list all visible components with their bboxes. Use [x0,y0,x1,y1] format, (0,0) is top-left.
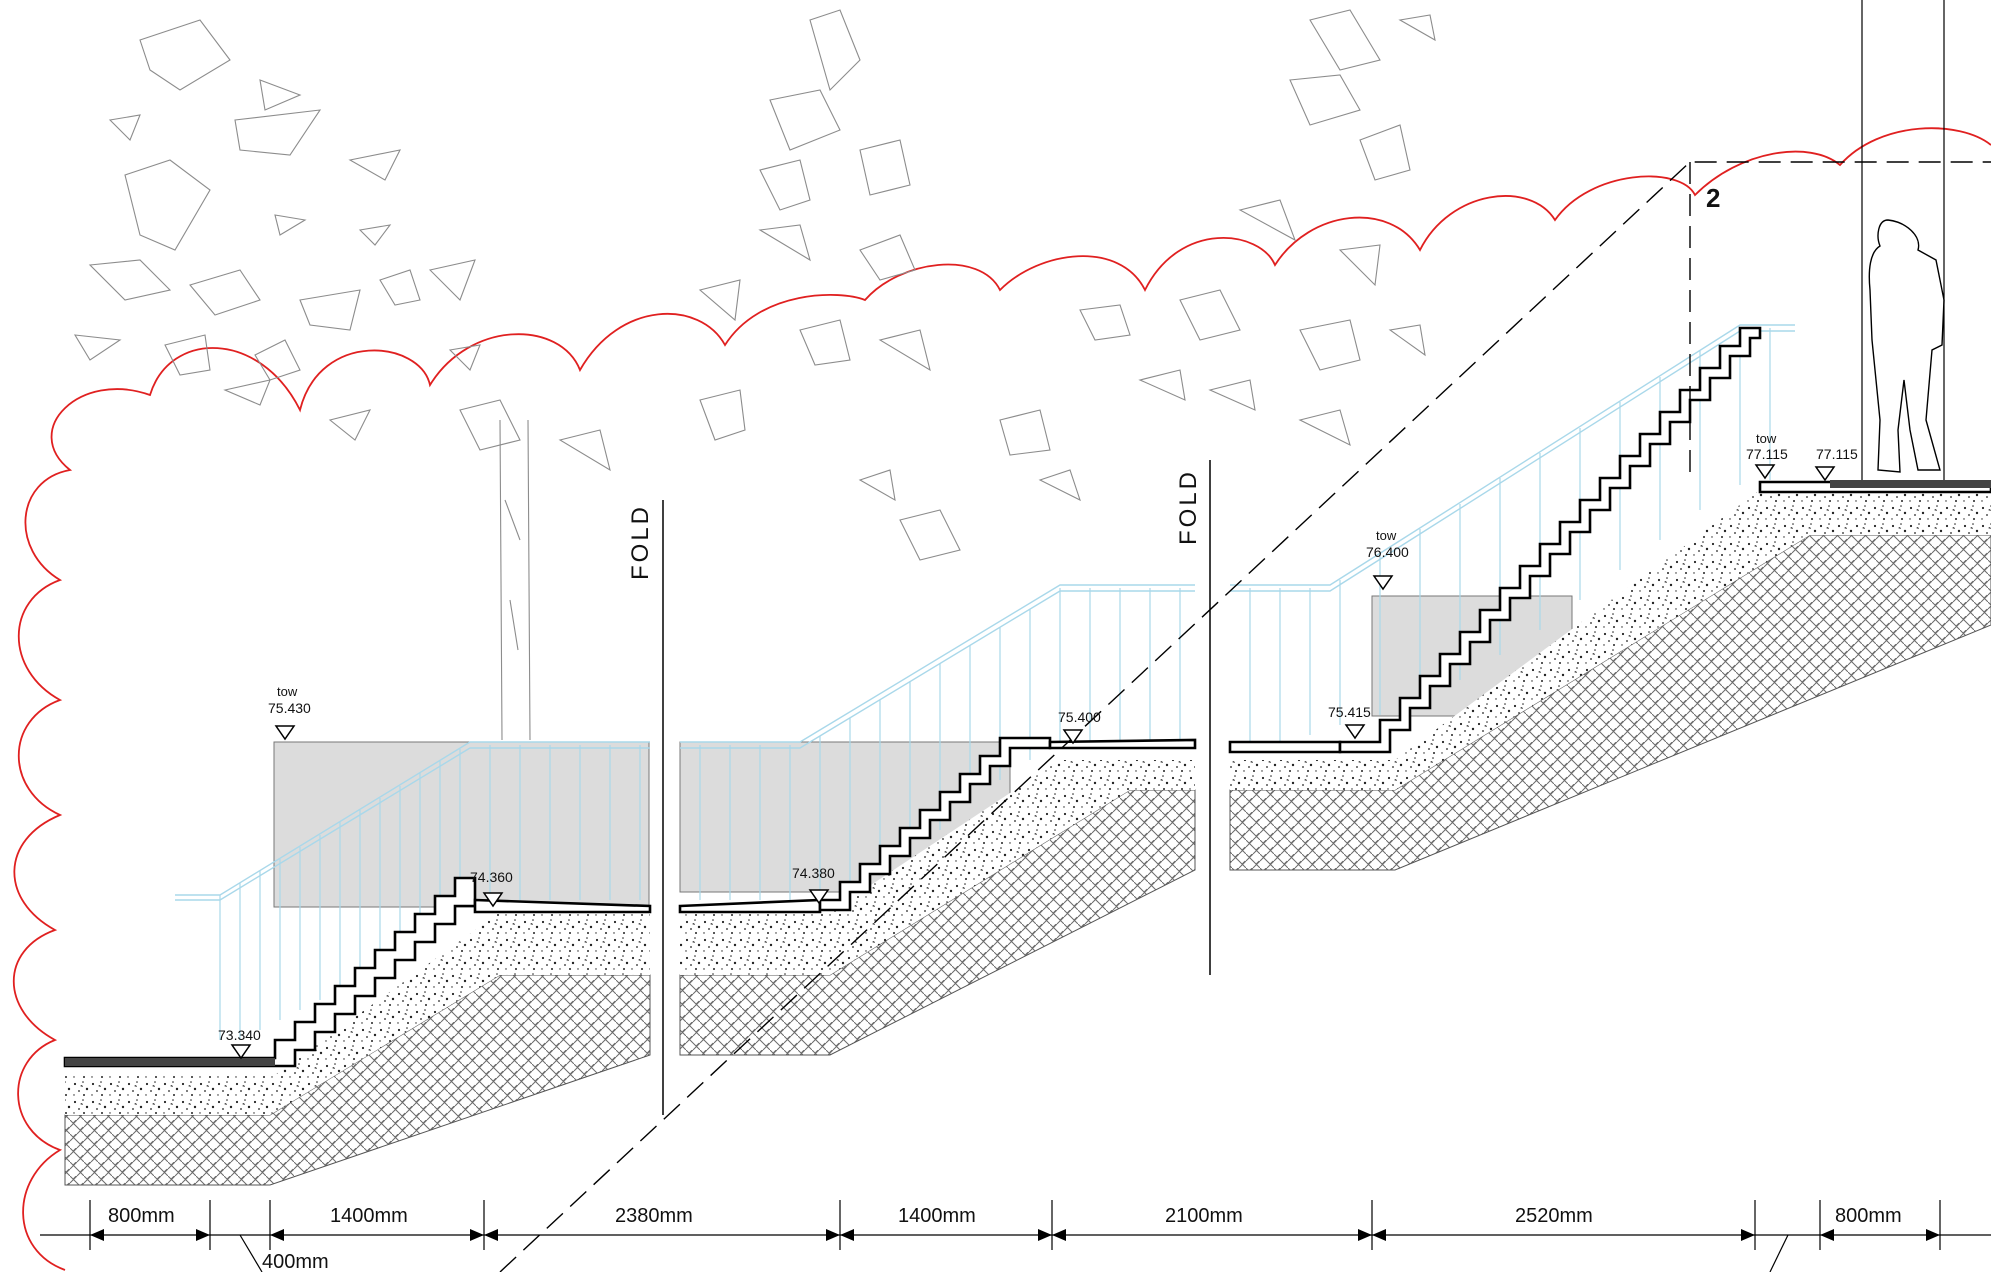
svg-text:76.400: 76.400 [1366,544,1409,560]
svg-text:tow: tow [1756,431,1777,446]
svg-text:73.340: 73.340 [218,1027,261,1043]
svg-text:74.380: 74.380 [792,865,835,881]
landing-middle-start [678,898,822,914]
dimension-3: 2380mm [615,1205,693,1227]
paving-top [1830,480,1991,488]
elevation-marker-2: tow 75.430 [268,684,311,741]
section-marker: 2 [1706,183,1720,213]
railing-lower [175,741,650,1040]
gravel-bed-middle [680,760,1195,975]
railing-upper [1230,324,1795,745]
paving-bottom [65,1058,275,1066]
svg-text:75.430: 75.430 [268,700,311,716]
fold-label-2: FOLD [1175,469,1202,545]
revision-cloud [12,127,1991,1271]
svg-text:77.115: 77.115 [1746,446,1788,462]
elevation-marker-5: 75.400 [1058,709,1101,745]
elevation-marker-8: tow 77.115 [1746,431,1788,480]
elevation-marker-6: 75.415 [1328,704,1371,740]
dimension-1: 800mm [108,1205,175,1227]
tree-center [698,9,1186,561]
dimension-4: 1400mm [898,1205,976,1227]
svg-text:75.415: 75.415 [1328,704,1371,720]
elevation-marker-1: 73.340 [218,1027,261,1060]
elevation-marker-4: 74.380 [792,865,835,905]
svg-text:tow: tow [1376,528,1397,543]
subgrade-middle [679,789,1196,1056]
railing-middle [680,584,1195,900]
dimension-6: 2520mm [1515,1205,1593,1227]
tree-left-trunk [499,419,531,741]
subgrade-upper [1229,534,1991,871]
dimension-8: 400mm [262,1251,329,1272]
dimension-7: 800mm [1835,1205,1902,1227]
gravel-bed-upper [1230,490,1991,790]
person-silhouette [1868,219,1945,473]
tree-right [1179,9,1436,447]
svg-text:75.400: 75.400 [1058,709,1101,725]
elevation-marker-7: tow 76.400 [1366,528,1409,591]
section-cut-line [499,161,1991,1272]
gravel-bed-lower [65,912,650,1115]
landing-lower [473,898,652,914]
stair-flight-upper [1338,326,1762,754]
fold-label-1: FOLD [627,504,654,580]
stair-flight-lower [63,876,477,1068]
dimension-5: 2100mm [1165,1205,1243,1227]
landing-middle-top [1048,738,1197,750]
dimension-2: 1400mm [330,1205,408,1227]
dimension-string [40,1200,1991,1272]
elevation-marker-3: 74.360 [470,869,513,908]
svg-text:77.115: 77.115 [1816,446,1858,462]
tree-left [73,19,611,472]
svg-text:74.360: 74.360 [470,869,513,885]
svg-text:tow: tow [277,684,298,699]
landing-upper-start [1228,740,1342,754]
elevation-marker-9: 77.115 [1814,446,1858,482]
